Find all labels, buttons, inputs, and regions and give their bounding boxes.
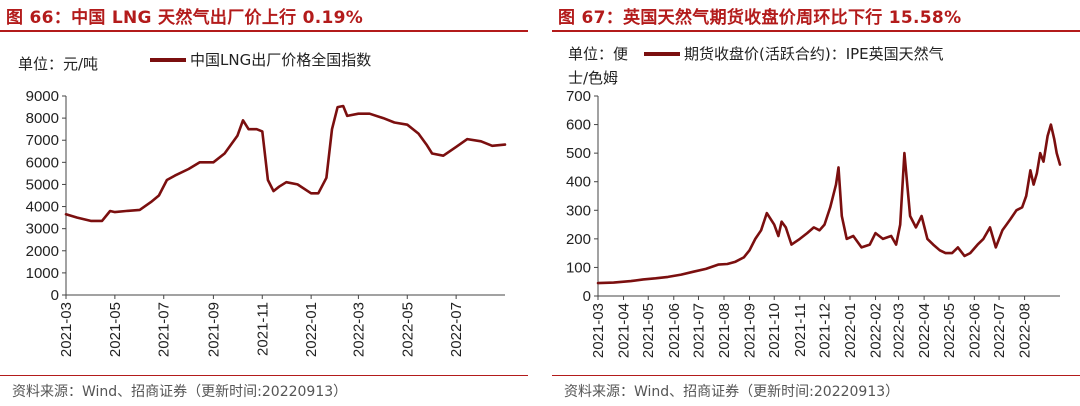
series-line [596, 123, 1062, 285]
x-tick-label: 2021-07 [156, 302, 173, 357]
x-tick-label: 2022-01 [842, 303, 859, 358]
x-tick-label: 2022-08 [1017, 303, 1034, 358]
x-tick-label: 2022-05 [941, 303, 958, 358]
x-tick-label: 2022-07 [448, 302, 465, 357]
x-tick-label: 2021-05 [640, 303, 657, 358]
y-tick-label: 700 [566, 88, 591, 105]
y-tick-label: 6000 [26, 154, 59, 171]
y-tick-label: 2000 [26, 243, 59, 260]
y-tick-label: 0 [51, 287, 59, 304]
source-note: 资料来源：Wind、招商证券（更新时间:20220913） [12, 384, 348, 400]
x-tick-label: 2021-04 [616, 303, 633, 358]
x-tick-label: 2022-07 [991, 303, 1008, 358]
y-tick-label: 500 [566, 145, 591, 162]
x-tick-label: 2021-06 [666, 303, 683, 358]
legend-swatch [644, 52, 680, 56]
legend: 期货收盘价(活跃合约)：IPE英国天然气 [644, 42, 1064, 66]
y-tick-label: 300 [566, 202, 591, 219]
y-tick-label: 9000 [26, 88, 59, 105]
series-line [64, 104, 507, 223]
axes: 0 1000 2000 3000 4000 5000 6000 7000 8000 9000 202… [26, 88, 505, 357]
y-tick-label: 5000 [26, 176, 59, 193]
x-tick-label: 2021-07 [690, 303, 707, 358]
y-tick-label: 0 [583, 288, 591, 305]
ipe-futures-chart: 0 100 200 300 400 500 600 700 2021-03 2021-04 2021… [566, 88, 1062, 358]
source-note: 资料来源：Wind、招商证券（更新时间:20220913） [564, 384, 900, 400]
x-tick-label: 2021-09 [742, 303, 759, 358]
legend-label: 中国LNG出厂价格全国指数 [190, 51, 372, 69]
x-tick-label: 2021-09 [205, 302, 222, 357]
lng-price-chart: 0 1000 2000 3000 4000 5000 6000 7000 8000 9000 202… [26, 88, 507, 357]
unit-label-line2: 士/色姆 [568, 69, 619, 87]
y-tick-label: 4000 [26, 199, 59, 216]
x-tick-label: 2021-11 [254, 302, 271, 356]
x-tick-label: 2022-01 [303, 302, 320, 357]
legend: 中国LNG出厂价格全国指数 [150, 48, 371, 72]
legend-label: 期货收盘价(活跃合约)：IPE英国天然气 [684, 45, 944, 63]
x-tick-label: 2022-03 [350, 302, 367, 357]
y-tick-label: 7000 [26, 132, 59, 149]
y-tick-label: 600 [566, 117, 591, 134]
unit-label: 单位：元/吨 [18, 55, 99, 73]
x-tick-label: 2021-03 [590, 303, 607, 358]
source-divider [552, 375, 1080, 376]
x-tick-label: 2022-02 [868, 303, 885, 358]
x-tick-label: 2022-04 [916, 303, 933, 358]
source-divider [0, 375, 528, 376]
x-tick-label: 2021-12 [816, 303, 833, 358]
y-tick-label: 1000 [26, 265, 59, 282]
figure-67: 图 67：英国天然气期货收盘价周环比下行 15.58% 单位：便 士/色姆 期货… [552, 0, 1080, 406]
unit-label-line1: 单位：便 [568, 45, 629, 63]
x-tick-label: 2021-10 [766, 303, 783, 358]
legend-swatch [150, 58, 186, 62]
figure-title: 图 66：中国 LNG 天然气出厂价上行 0.19% [6, 8, 364, 28]
x-tick-label: 2022-03 [891, 303, 908, 358]
x-tick-label: 2021-03 [58, 302, 75, 357]
axes: 0 100 200 300 400 500 600 700 2021-03 2021-04 2021… [566, 88, 1060, 358]
x-tick-label: 2021-05 [107, 302, 124, 357]
y-tick-label: 3000 [26, 221, 59, 238]
x-tick-label: 2021-11 [792, 303, 809, 357]
y-tick-label: 100 [566, 259, 591, 276]
title-divider [0, 30, 528, 32]
figure-66: 图 66：中国 LNG 天然气出厂价上行 0.19% 单位：元/吨 中国LNG出… [0, 0, 528, 406]
y-tick-label: 8000 [26, 110, 59, 127]
y-tick-label: 200 [566, 231, 591, 248]
x-tick-label: 2022-06 [966, 303, 983, 358]
title-divider [552, 30, 1080, 32]
x-tick-label: 2022-05 [399, 302, 416, 357]
x-tick-label: 2021-08 [716, 303, 733, 358]
y-tick-label: 400 [566, 174, 591, 191]
figure-title: 图 67：英国天然气期货收盘价周环比下行 15.58% [558, 8, 962, 28]
